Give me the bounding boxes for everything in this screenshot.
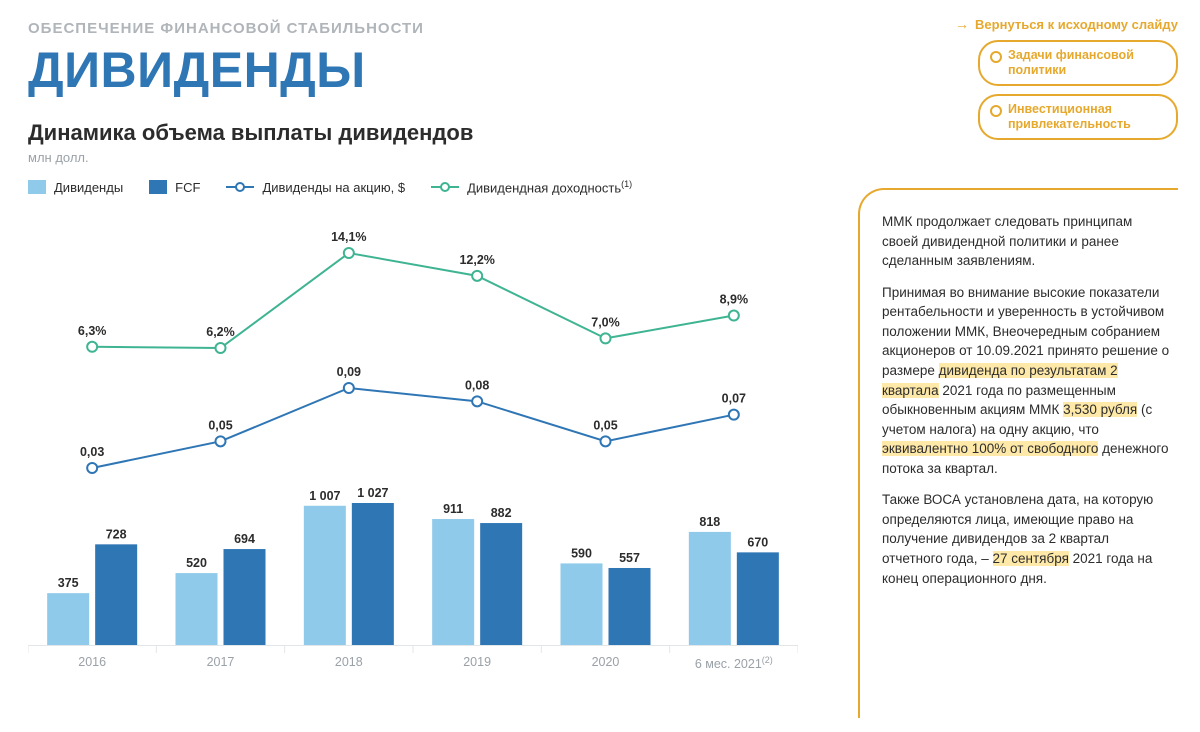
- svg-text:8,9%: 8,9%: [720, 293, 749, 307]
- x-axis-tick: 2017: [156, 655, 284, 671]
- legend-dividends: Дивиденды: [28, 180, 123, 195]
- svg-text:7,0%: 7,0%: [591, 316, 620, 330]
- arrow-right-icon: →: [955, 16, 969, 32]
- line-swatch-icon: [226, 180, 254, 194]
- svg-text:0,09: 0,09: [337, 365, 361, 379]
- line-swatch-icon: [431, 180, 459, 194]
- x-axis-tick: 6 мес. 2021(2): [670, 655, 798, 671]
- legend-dps: Дивиденды на акцию, $: [226, 180, 405, 195]
- svg-text:590: 590: [571, 547, 592, 561]
- sidebar-note: ММК продолжает следовать принципам своей…: [858, 188, 1178, 718]
- sidebar-p1: ММК продолжает следовать принципам своей…: [882, 212, 1170, 271]
- chart-title: Динамика объема выплаты дивидендов: [28, 120, 818, 146]
- svg-text:728: 728: [106, 528, 127, 542]
- chart-svg: 375 728 520 694 1 007 1 027 911 882 590 557 818 670…: [28, 213, 798, 673]
- svg-text:0,07: 0,07: [722, 392, 746, 406]
- chart-unit: млн долл.: [28, 150, 818, 165]
- svg-text:1 007: 1 007: [309, 489, 340, 503]
- svg-text:670: 670: [747, 536, 768, 550]
- svg-text:911: 911: [443, 502, 463, 516]
- svg-text:0,05: 0,05: [208, 419, 232, 433]
- chart-plot: 375 728 520 694 1 007 1 027 911 882 590 557 818 670…: [28, 213, 798, 673]
- svg-text:0,08: 0,08: [465, 379, 489, 393]
- legend-label: FCF: [175, 180, 200, 195]
- svg-text:818: 818: [699, 515, 720, 529]
- back-link[interactable]: → Вернуться к исходному слайду: [955, 16, 1178, 32]
- svg-text:1 027: 1 027: [357, 486, 388, 500]
- svg-text:6,2%: 6,2%: [206, 325, 235, 339]
- sidebar-p2: Принимая во внимание высокие показатели …: [882, 283, 1170, 479]
- legend-yield: Дивидендная доходность(1): [431, 179, 632, 195]
- sidebar-p3: Также ВОСА установлена дата, на которую …: [882, 490, 1170, 588]
- nav-pill-label: Задачи финансовой политики: [1008, 48, 1134, 77]
- nav-links: → Вернуться к исходному слайду Задачи фи…: [955, 16, 1178, 140]
- chart-area: Динамика объема выплаты дивидендов млн д…: [28, 120, 818, 673]
- svg-text:0,03: 0,03: [80, 445, 104, 459]
- nav-pill-label: Инвестиционная привлекательность: [1008, 102, 1131, 131]
- swatch-icon: [149, 180, 167, 194]
- svg-text:375: 375: [58, 576, 79, 590]
- nav-pill-investment[interactable]: Инвестиционная привлекательность: [978, 94, 1178, 140]
- x-axis-tick: 2016: [28, 655, 156, 671]
- x-axis-tick: 2019: [413, 655, 541, 671]
- x-axis-tick: 2018: [285, 655, 413, 671]
- svg-text:520: 520: [186, 556, 207, 570]
- svg-text:6,3%: 6,3%: [78, 324, 107, 338]
- svg-text:694: 694: [234, 532, 255, 546]
- x-axis-tick: 2020: [541, 655, 669, 671]
- x-axis-labels: 201620172018201920206 мес. 2021(2): [28, 655, 798, 671]
- back-link-label: Вернуться к исходному слайду: [975, 17, 1178, 32]
- svg-text:557: 557: [619, 551, 640, 565]
- svg-text:882: 882: [491, 506, 512, 520]
- legend-label: Дивиденды на акцию, $: [262, 180, 405, 195]
- legend-fcf: FCF: [149, 180, 200, 195]
- svg-text:0,05: 0,05: [593, 419, 617, 433]
- svg-text:12,2%: 12,2%: [459, 253, 494, 267]
- legend-label: Дивиденды: [54, 180, 123, 195]
- swatch-icon: [28, 180, 46, 194]
- chart-legend: Дивиденды FCF Дивиденды на акцию, $ Диви…: [28, 179, 818, 195]
- legend-label: Дивидендная доходность(1): [467, 179, 632, 195]
- nav-pill-finance-goals[interactable]: Задачи финансовой политики: [978, 40, 1178, 86]
- svg-text:14,1%: 14,1%: [331, 230, 366, 244]
